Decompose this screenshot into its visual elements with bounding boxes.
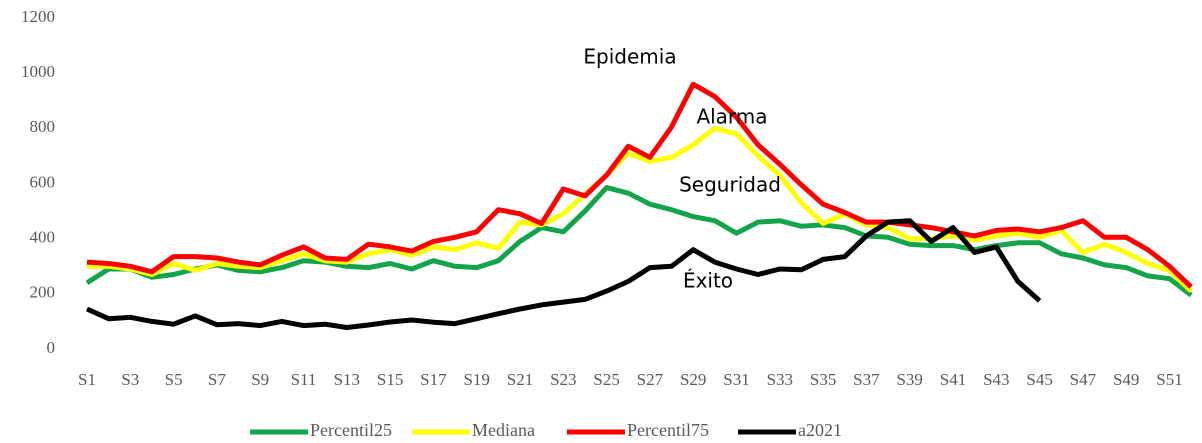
legend-label: a2021 bbox=[798, 420, 842, 440]
x-tick-label: S41 bbox=[940, 370, 966, 389]
x-tick-label: S49 bbox=[1113, 370, 1139, 389]
x-tick-label: S35 bbox=[810, 370, 836, 389]
x-tick-label: S45 bbox=[1026, 370, 1052, 389]
x-tick-label: S11 bbox=[291, 370, 317, 389]
x-tick-label: S9 bbox=[251, 370, 269, 389]
annotation: Alarma bbox=[696, 105, 767, 129]
y-tick-label: 600 bbox=[30, 172, 56, 191]
y-tick-label: 1200 bbox=[21, 7, 55, 26]
x-tick-label: S21 bbox=[507, 370, 533, 389]
x-tick-label: S27 bbox=[637, 370, 664, 389]
x-tick-label: S7 bbox=[208, 370, 226, 389]
x-tick-label: S3 bbox=[121, 370, 139, 389]
x-tick-label: S15 bbox=[377, 370, 403, 389]
y-tick-label: 0 bbox=[47, 338, 56, 357]
legend-label: Percentil25 bbox=[310, 420, 392, 440]
x-tick-label: S31 bbox=[723, 370, 749, 389]
legend-label: Mediana bbox=[472, 420, 535, 440]
x-tick-label: S1 bbox=[78, 370, 96, 389]
x-tick-label: S5 bbox=[165, 370, 183, 389]
x-tick-label: S43 bbox=[983, 370, 1009, 389]
y-tick-label: 200 bbox=[30, 283, 56, 302]
series-line bbox=[85, 218, 1042, 330]
series-line bbox=[87, 125, 1193, 293]
x-tick-label: S13 bbox=[334, 370, 360, 389]
legend-label: Percentil75 bbox=[627, 420, 709, 440]
x-tick-label: S19 bbox=[463, 370, 489, 389]
x-tick-label: S37 bbox=[853, 370, 880, 389]
x-tick-label: S47 bbox=[1070, 370, 1097, 389]
x-tick-label: S25 bbox=[593, 370, 619, 389]
annotation: Seguridad bbox=[679, 173, 781, 197]
series-line bbox=[85, 185, 1193, 298]
y-tick-label: 400 bbox=[30, 228, 56, 247]
y-tick-label: 1000 bbox=[21, 62, 55, 81]
x-tick-label: S33 bbox=[767, 370, 793, 389]
x-tick-label: S17 bbox=[420, 370, 447, 389]
x-tick-label: S29 bbox=[680, 370, 706, 389]
x-tick-label: S51 bbox=[1156, 370, 1182, 389]
series-line bbox=[86, 81, 1193, 289]
y-tick-label: 800 bbox=[30, 117, 56, 136]
annotation: Epidemia bbox=[583, 45, 676, 69]
x-tick-label: S39 bbox=[896, 370, 922, 389]
x-tick-label: S23 bbox=[550, 370, 576, 389]
annotation: Éxito bbox=[683, 269, 733, 293]
